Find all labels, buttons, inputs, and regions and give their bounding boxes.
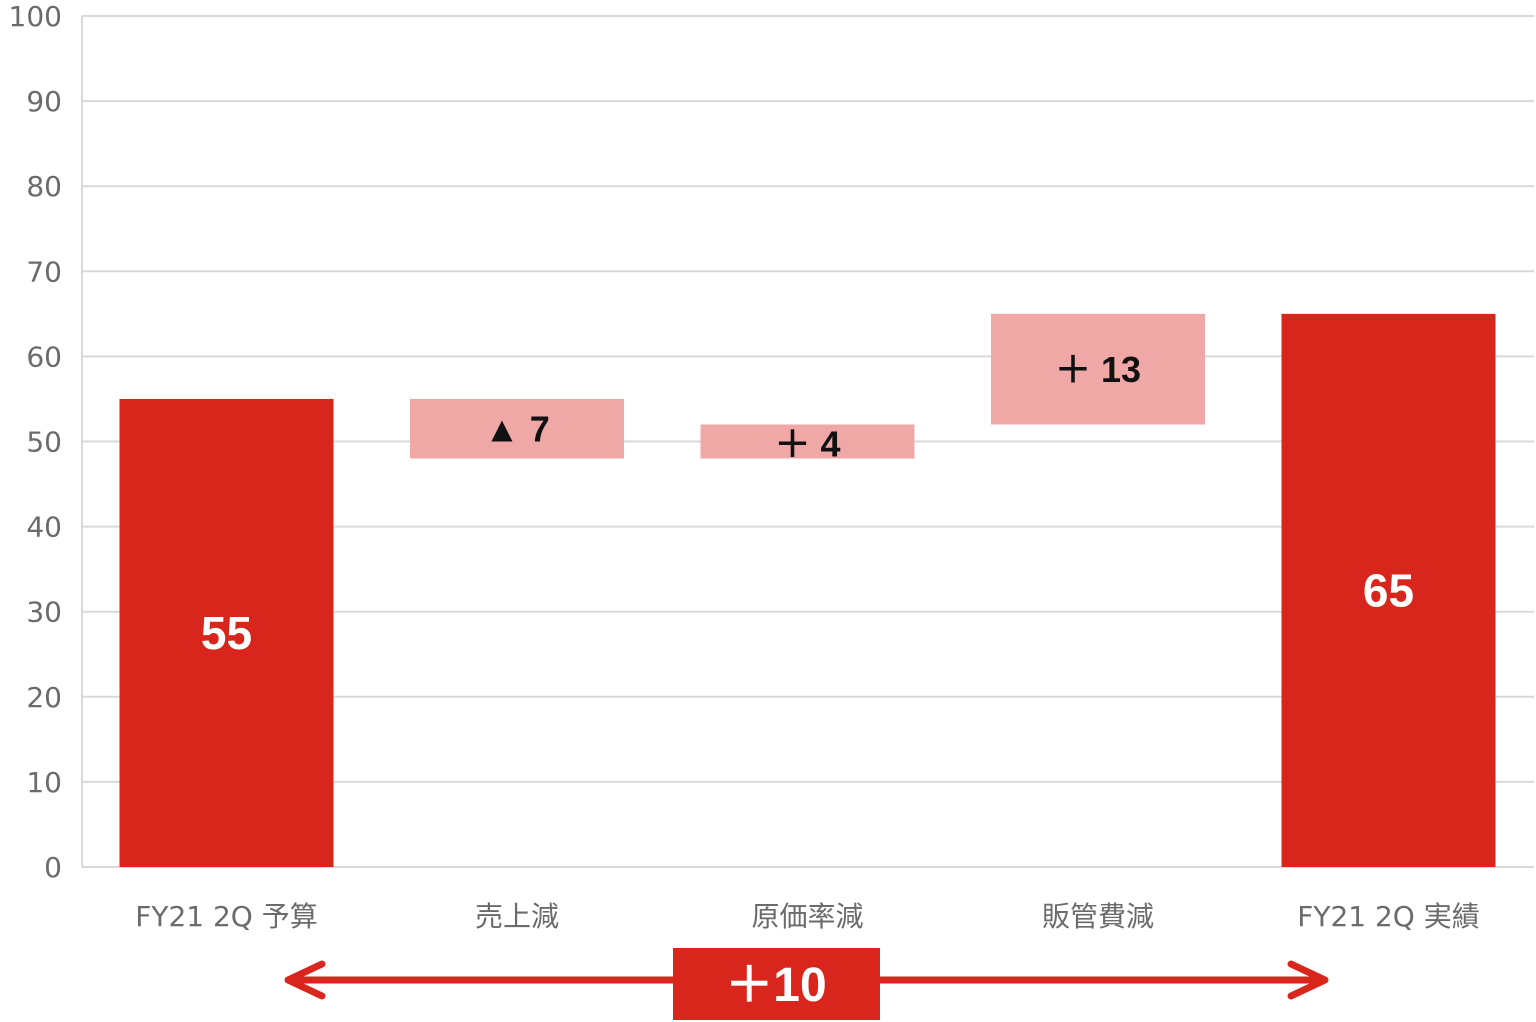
- y-tick-label: 40: [26, 511, 62, 544]
- bar-increase: [700, 424, 915, 459]
- y-tick-label: 60: [26, 340, 62, 373]
- bar-total: [119, 398, 334, 867]
- x-category-label: 原価率減: [751, 900, 863, 933]
- y-tick-label: 90: [26, 85, 62, 118]
- bar-decrease: [410, 398, 624, 459]
- data-label: ＋ 4: [774, 424, 840, 465]
- y-tick-label: 10: [26, 766, 62, 799]
- x-category-label: FY21 2Q 予算: [135, 900, 318, 933]
- data-label: ＋ 13: [1055, 349, 1141, 390]
- x-category-label: 販管費減: [1042, 900, 1154, 933]
- bar-increase: [991, 313, 1205, 425]
- arrow-right-head-icon: [1287, 960, 1329, 1000]
- bar-total: [1281, 313, 1496, 868]
- y-tick-label: 0: [44, 851, 62, 884]
- y-tick-label: 70: [26, 255, 62, 288]
- y-axis: 0 10 20 30 40 50 60 70 80 90 100: [9, 0, 83, 884]
- data-label: 65: [1363, 564, 1414, 616]
- data-label: 55: [201, 607, 252, 659]
- y-tick-label: 50: [26, 426, 62, 459]
- y-tick-label: 30: [26, 596, 62, 629]
- x-category-label: 売上減: [475, 900, 559, 933]
- arrow-left-head-icon: [284, 960, 326, 1000]
- y-tick-label: 100: [9, 0, 62, 33]
- difference-box: [673, 948, 880, 1020]
- x-axis: FY21 2Q 予算 売上減 原価率減 販管費減 FY21 2Q 実績: [135, 900, 1480, 933]
- difference-label: ＋10: [725, 959, 826, 1012]
- y-tick-label: 80: [26, 170, 62, 203]
- difference-annotation: ＋10: [284, 948, 1329, 1020]
- bars: 55 ▲ 7 ＋ 4 ＋ 13 65: [119, 313, 1496, 868]
- y-tick-label: 20: [26, 681, 62, 714]
- data-label: ▲ 7: [484, 409, 550, 450]
- x-category-label: FY21 2Q 実績: [1297, 900, 1480, 933]
